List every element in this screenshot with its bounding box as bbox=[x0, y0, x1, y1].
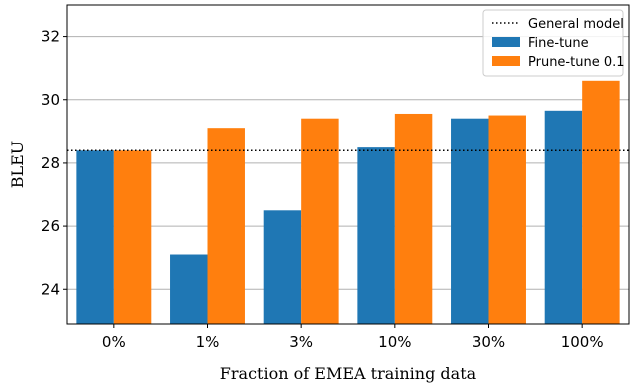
bar-fine-tune-10pct bbox=[357, 147, 395, 324]
x-tick-label-3pct: 3% bbox=[289, 333, 313, 351]
y-tick-label-28: 28 bbox=[41, 154, 60, 172]
bar-prune-tune-1pct bbox=[207, 128, 245, 324]
legend: General model Fine-tune Prune-tune 0.1 bbox=[482, 9, 625, 77]
y-tick-label-24: 24 bbox=[41, 280, 60, 298]
y-tick-label-32: 32 bbox=[41, 28, 60, 46]
legend-prune-tune-label: Prune-tune 0.1 bbox=[528, 55, 625, 70]
y-tick-label-30: 30 bbox=[41, 91, 60, 109]
bar-fine-tune-100pct bbox=[544, 110, 583, 324]
x-tick-label-100pct: 100% bbox=[561, 333, 604, 351]
x-tick-label-1pct: 1% bbox=[196, 333, 220, 351]
bar-group bbox=[76, 80, 620, 325]
bar-prune-tune-3pct bbox=[301, 118, 339, 324]
y-axis: 24 26 28 30 32 bbox=[41, 28, 67, 298]
legend-fine-tune-swatch bbox=[492, 37, 520, 47]
bar-fine-tune-3pct bbox=[263, 210, 302, 324]
y-axis-title: BLEU bbox=[8, 141, 27, 189]
bar-fine-tune-0pct bbox=[76, 150, 114, 324]
plot-frame bbox=[66, 4, 630, 325]
bar-fine-tune-1pct bbox=[170, 254, 208, 324]
x-tick-label-10pct: 10% bbox=[378, 333, 411, 351]
x-tick-label-30pct: 30% bbox=[472, 333, 505, 351]
x-axis-title: Fraction of EMEA training data bbox=[220, 364, 477, 383]
legend-fine-tune-label: Fine-tune bbox=[528, 36, 589, 51]
legend-prune-tune-swatch bbox=[492, 56, 520, 66]
x-tick-label-0pct: 0% bbox=[102, 333, 126, 351]
bar-prune-tune-30pct bbox=[488, 115, 526, 324]
bar-prune-tune-100pct bbox=[582, 80, 620, 325]
y-tick-label-26: 26 bbox=[41, 217, 60, 235]
x-axis: 0% 1% 3% 10% 30% 100% bbox=[102, 324, 604, 351]
bar-prune-tune-0pct bbox=[113, 150, 152, 324]
legend-general-model-label: General model bbox=[528, 17, 624, 32]
grid-lines bbox=[67, 36, 629, 290]
bar-fine-tune-30pct bbox=[451, 118, 489, 324]
bar-prune-tune-10pct bbox=[394, 113, 433, 324]
